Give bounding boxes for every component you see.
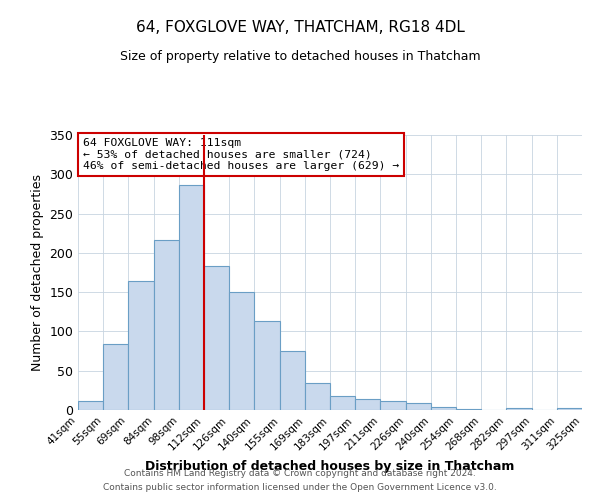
Text: Size of property relative to detached houses in Thatcham: Size of property relative to detached ho… (119, 50, 481, 63)
Bar (380, 400, 406, 410)
Bar (179, 184, 204, 410)
Bar (330, 396, 355, 410)
Text: Contains public sector information licensed under the Open Government Licence v3: Contains public sector information licen… (103, 484, 497, 492)
Bar (456, 409, 481, 410)
Bar (204, 266, 229, 410)
Text: 64 FOXGLOVE WAY: 111sqm
← 53% of detached houses are smaller (724)
46% of semi-d: 64 FOXGLOVE WAY: 111sqm ← 53% of detache… (83, 138, 399, 171)
Text: 64, FOXGLOVE WAY, THATCHAM, RG18 4DL: 64, FOXGLOVE WAY, THATCHAM, RG18 4DL (136, 20, 464, 35)
Bar (305, 382, 330, 410)
Bar (406, 403, 431, 410)
Bar (280, 351, 305, 410)
Bar (128, 281, 154, 410)
Text: Contains HM Land Registry data © Crown copyright and database right 2024.: Contains HM Land Registry data © Crown c… (124, 468, 476, 477)
Bar (254, 321, 280, 410)
Bar (355, 399, 380, 410)
Bar (103, 344, 128, 410)
Bar (154, 240, 179, 410)
Bar (506, 408, 532, 410)
Bar (78, 402, 103, 410)
Bar (229, 292, 254, 410)
Bar (431, 407, 456, 410)
X-axis label: Distribution of detached houses by size in Thatcham: Distribution of detached houses by size … (145, 460, 515, 473)
Y-axis label: Number of detached properties: Number of detached properties (31, 174, 44, 371)
Bar (557, 408, 582, 410)
